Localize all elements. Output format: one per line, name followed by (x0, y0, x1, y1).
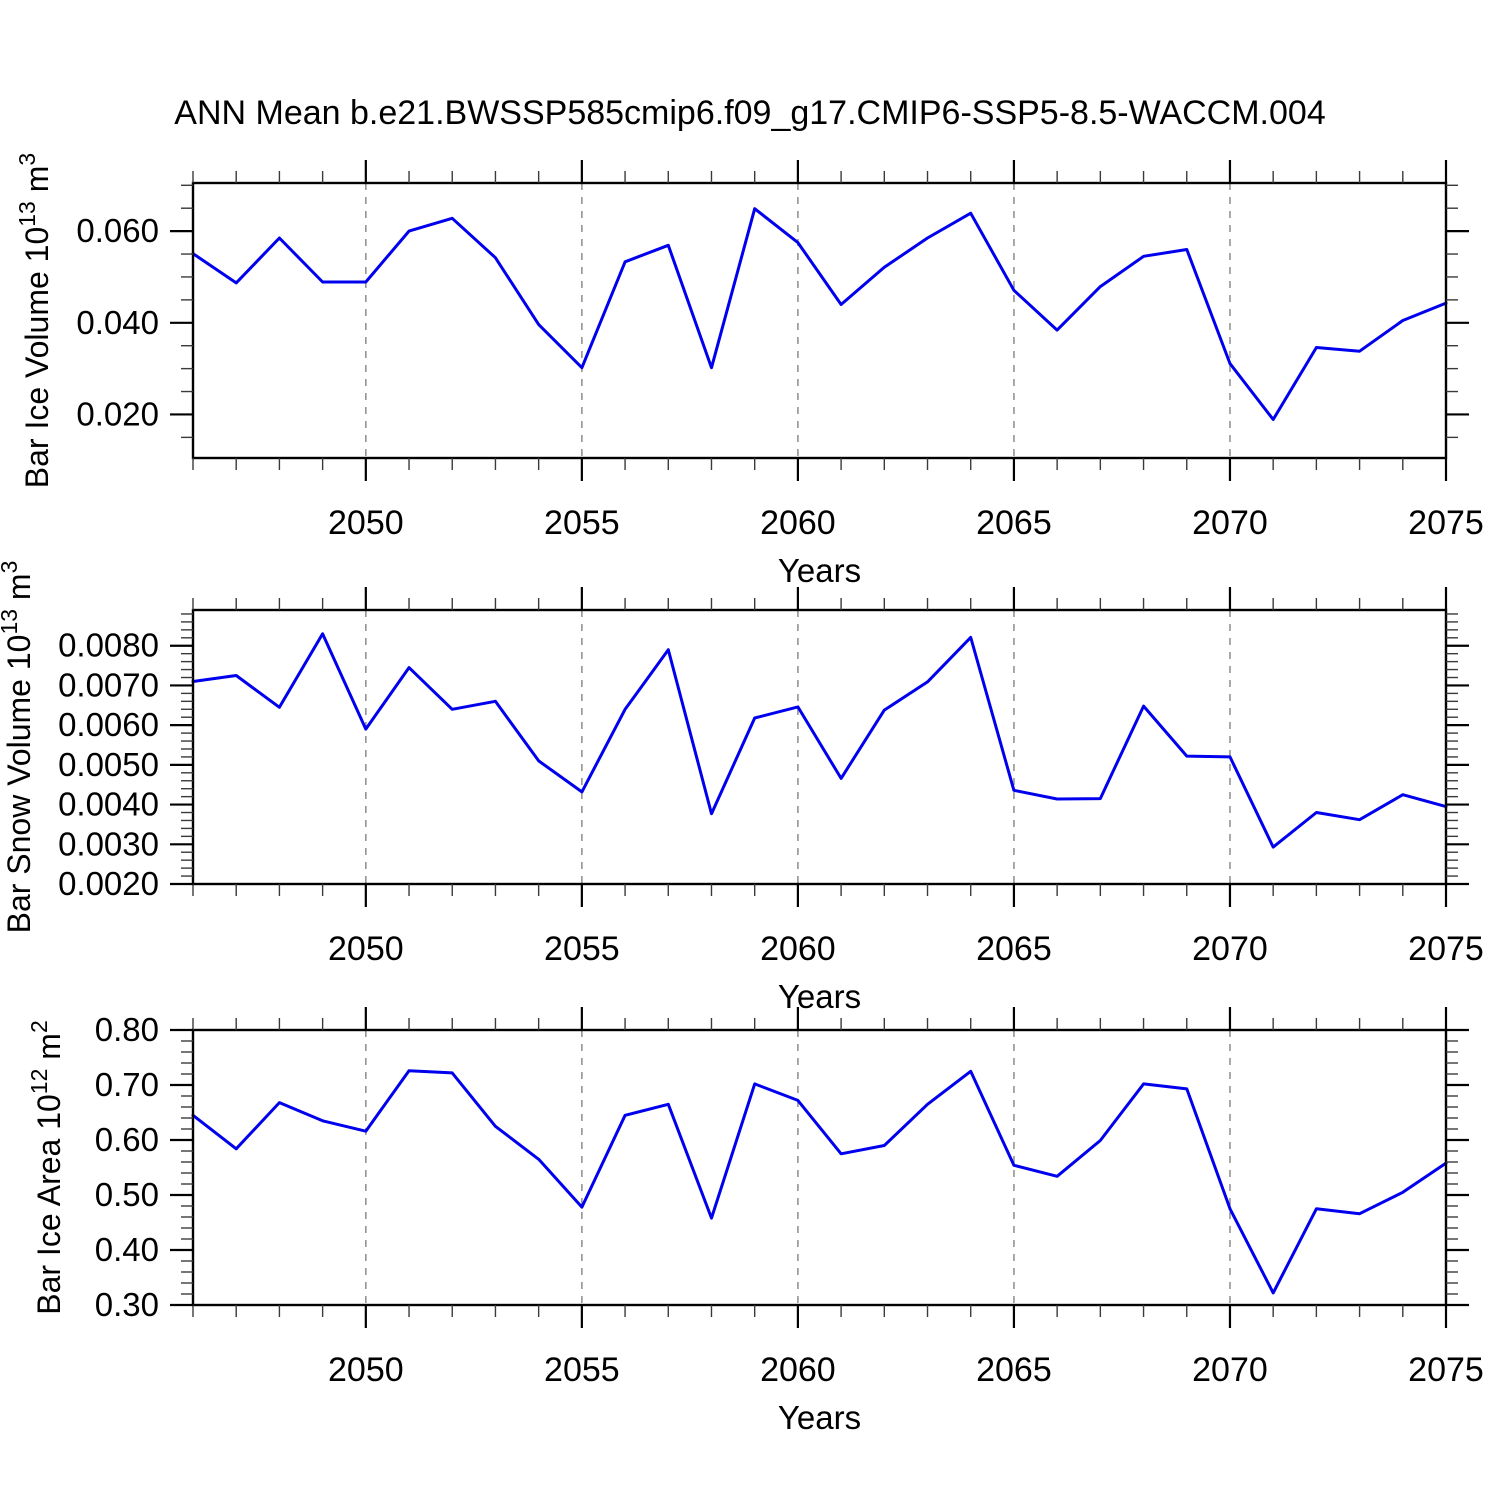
series-line-bar-snow-volume (191, 632, 1448, 849)
y-tick-label: 0.80 (95, 1011, 159, 1048)
y-tick-label: 0.0070 (58, 666, 159, 703)
y-tick-label: 0.060 (76, 212, 159, 249)
series-line-bar-ice-volume (191, 207, 1448, 421)
x-tick-label: 2065 (976, 1351, 1052, 1389)
x-axis-title: Years (778, 1399, 861, 1436)
x-tick-label: 2070 (1192, 930, 1268, 968)
x-tick-label: 2060 (760, 504, 836, 542)
x-tick-label: 2060 (760, 930, 836, 968)
y-axis-title: Bar Ice Area 1012 m2 (26, 1020, 67, 1315)
x-tick-label: 2065 (976, 504, 1052, 542)
x-tick-label: 2050 (328, 930, 404, 968)
y-tick-label: 0.40 (95, 1231, 159, 1268)
x-tick-label: 2070 (1192, 504, 1268, 542)
y-axis-title: Bar Ice Volume 1013 m3 (14, 153, 55, 488)
x-tick-label: 2075 (1408, 504, 1484, 542)
y-tick-label: 0.0040 (58, 786, 159, 823)
x-tick-label: 2075 (1408, 1351, 1484, 1389)
series-line-bar-ice-area (191, 1069, 1448, 1295)
plot-frame (191, 608, 1448, 886)
panel-bar-snow-volume: 0.00200.00300.00400.00500.00600.00700.00… (0, 561, 1484, 1015)
x-tick-label: 2070 (1192, 1351, 1268, 1389)
x-tick-label: 2075 (1408, 930, 1484, 968)
y-tick-label: 0.0050 (58, 746, 159, 783)
y-tick-label: 0.0020 (58, 865, 159, 902)
y-tick-label: 0.0080 (58, 627, 159, 664)
y-axis-title: Bar Snow Volume 1013 m3 (0, 561, 37, 934)
plot-frame (191, 181, 1448, 460)
x-tick-label: 2060 (760, 1351, 836, 1389)
x-tick-label: 2050 (328, 1351, 404, 1389)
x-tick-label: 2050 (328, 504, 404, 542)
x-tick-label: 2055 (544, 504, 620, 542)
y-tick-label: 0.60 (95, 1121, 159, 1158)
x-axis-title: Years (778, 978, 861, 1015)
x-tick-label: 2065 (976, 930, 1052, 968)
panel-bar-ice-area: 0.30 0.40 0.50 0.60 0.70 0.80 2050 2055 2060 2065… (26, 1007, 1484, 1436)
y-tick-label: 0.040 (76, 304, 159, 341)
y-tick-label: 0.50 (95, 1176, 159, 1213)
y-tick-label: 0.70 (95, 1066, 159, 1103)
y-tick-label: 0.30 (95, 1286, 159, 1323)
y-tick-label: 0.0030 (58, 825, 159, 862)
chart-title: ANN Mean b.e21.BWSSP585cmip6.f09_g17.CMI… (174, 94, 1326, 132)
panel-bar-ice-volume: 0.020 0.040 0.060 2050 2055 2060 2065 2070 2075 Y… (14, 153, 1484, 589)
x-tick-label: 2055 (544, 1351, 620, 1389)
x-axis-title: Years (778, 552, 861, 589)
y-tick-label: 0.020 (76, 395, 159, 432)
y-tick-label: 0.0060 (58, 706, 159, 743)
plot-frame (191, 1028, 1448, 1307)
x-tick-label: 2055 (544, 930, 620, 968)
